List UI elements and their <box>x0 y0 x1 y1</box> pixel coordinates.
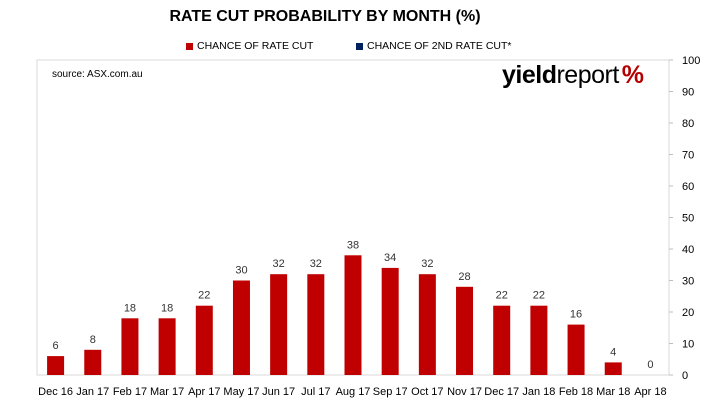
bar <box>307 274 325 375</box>
x-tick-label: Feb 17 <box>113 386 147 398</box>
x-tick-label: Jun 17 <box>262 386 295 398</box>
bar-data-label: 38 <box>347 239 359 251</box>
bar <box>232 280 250 375</box>
y-tick-label: 40 <box>682 244 694 256</box>
bar-data-label: 30 <box>235 265 247 277</box>
yieldreport-logo: yieldreport% <box>502 60 644 90</box>
bar <box>344 255 362 375</box>
bar <box>604 362 622 375</box>
bar-data-label: 4 <box>610 346 616 358</box>
bar-data-label: 16 <box>570 309 582 321</box>
legend-label-second-rate-cut: CHANCE OF 2ND RATE CUT* <box>367 40 512 52</box>
x-tick-label: Nov 17 <box>447 386 482 398</box>
bar <box>381 267 399 375</box>
y-tick-label: 0 <box>682 370 688 382</box>
bar-data-label: 18 <box>124 302 136 314</box>
y-tick-label: 30 <box>682 276 694 288</box>
y-tick-label: 100 <box>682 55 700 67</box>
bar <box>47 356 65 375</box>
y-tick-label: 20 <box>682 307 694 319</box>
chart-title: RATE CUT PROBABILITY BY MONTH (%) <box>169 8 481 25</box>
legend-swatch-rate-cut <box>186 42 193 50</box>
y-tick-label: 90 <box>682 87 694 99</box>
y-tick-label: 10 <box>682 339 694 351</box>
legend-item-rate-cut: CHANCE OF RATE CUT <box>186 40 313 52</box>
source-note: source: ASX.com.au <box>52 69 143 80</box>
bar <box>530 305 548 375</box>
x-tick-label: Jan 17 <box>76 386 109 398</box>
x-tick-label: Jul 17 <box>301 386 330 398</box>
bar <box>567 324 585 375</box>
y-tick-label: 50 <box>682 213 694 225</box>
x-tick-label: Jan 18 <box>522 386 555 398</box>
bar <box>195 305 213 375</box>
bar-data-label: 32 <box>310 258 322 270</box>
bar-data-label: 22 <box>533 290 545 302</box>
bar-data-label: 28 <box>458 271 470 283</box>
bar-data-label: 32 <box>273 258 285 270</box>
bar <box>418 274 436 375</box>
x-tick-label: Apr 17 <box>188 386 220 398</box>
y-tick-label: 60 <box>682 181 694 193</box>
x-tick-label: Feb 18 <box>559 386 593 398</box>
x-tick-label: Mar 17 <box>150 386 184 398</box>
y-tick-label: 70 <box>682 150 694 162</box>
bar-data-label: 22 <box>198 290 210 302</box>
logo-part-report: report <box>556 61 619 89</box>
x-tick-label: Dec 17 <box>484 386 519 398</box>
bar-data-label: 32 <box>421 258 433 270</box>
bar-data-label: 18 <box>161 302 173 314</box>
x-tick-label: Apr 18 <box>634 386 666 398</box>
bar <box>158 318 176 375</box>
legend-item-second-rate-cut: CHANCE OF 2ND RATE CUT* <box>356 40 511 52</box>
bar-data-label: 22 <box>496 290 508 302</box>
x-tick-label: Aug 17 <box>336 386 371 398</box>
bar-data-label: 6 <box>53 340 59 352</box>
x-tick-label: Dec 16 <box>38 386 73 398</box>
bar <box>121 318 139 375</box>
legend-label-rate-cut: CHANCE OF RATE CUT <box>197 40 314 52</box>
logo-percent-symbol: % <box>621 61 644 89</box>
bar <box>493 305 511 375</box>
x-tick-label: Mar 18 <box>596 386 630 398</box>
bar-data-label: 34 <box>384 252 396 264</box>
legend-swatch-second-rate-cut <box>356 42 363 50</box>
chart-legend: CHANCE OF RATE CUT CHANCE OF 2ND RATE CU… <box>0 40 721 56</box>
bar-data-label: 0 <box>647 359 653 371</box>
x-tick-label: May 17 <box>223 386 259 398</box>
bar-data-label: 8 <box>90 334 96 346</box>
bar <box>270 274 288 375</box>
y-tick-label: 80 <box>682 118 694 130</box>
x-tick-label: Oct 17 <box>411 386 443 398</box>
bar <box>456 286 474 375</box>
logo-part-yield: yield <box>502 61 557 89</box>
x-tick-label: Sep 17 <box>373 386 408 398</box>
bar <box>84 349 102 375</box>
